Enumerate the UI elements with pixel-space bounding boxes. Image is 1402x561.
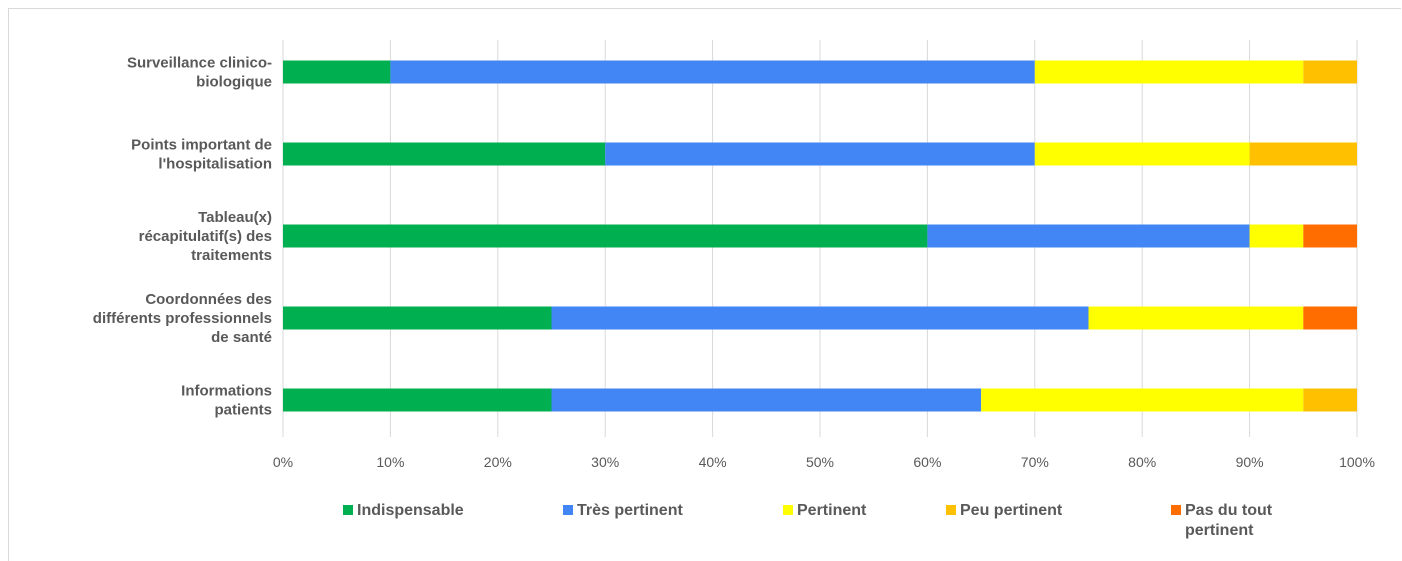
- legend: Indispensable Très pertinent Pertinent Peu …: [343, 502, 1273, 539]
- bar-segment: [1303, 224, 1357, 248]
- category-label: Coordonnées des différents professionnels…: [93, 291, 272, 346]
- bar-segment: [1034, 60, 1304, 84]
- x-tick-label: 40%: [699, 454, 727, 470]
- legend-label: Très pertinent: [577, 502, 683, 519]
- x-tick-label: 50%: [806, 454, 834, 470]
- category-label: Points important de l'hospitalisation: [131, 137, 272, 173]
- legend-label: Pas du tout pertinent: [1185, 502, 1273, 539]
- legend-swatch: [783, 505, 793, 515]
- bar-segment: [1249, 224, 1304, 248]
- bar-segment: [1303, 388, 1357, 412]
- x-tick-label: 0%: [273, 454, 293, 470]
- bar-segment: [1034, 142, 1250, 166]
- legend-swatch: [1171, 505, 1181, 515]
- bar-segment: [1249, 142, 1357, 166]
- legend-label: Peu pertinent: [960, 502, 1063, 519]
- legend-swatch: [343, 505, 353, 515]
- bar-segment: [1088, 306, 1304, 330]
- x-tick-label: 90%: [1236, 454, 1264, 470]
- category-label: Surveillance clinico-biologique: [127, 55, 272, 91]
- bar-segment: [283, 388, 552, 412]
- bar-segment: [551, 306, 1089, 330]
- chart-frame: [8, 8, 1401, 561]
- legend-label: Indispensable: [357, 502, 464, 519]
- legend-swatch: [946, 505, 956, 515]
- bar-segment: [283, 306, 552, 330]
- bar-segment: [605, 142, 1035, 166]
- x-tick-label: 10%: [376, 454, 404, 470]
- bar-segment: [1303, 306, 1357, 330]
- bar-segment: [981, 388, 1304, 412]
- bar-segment: [551, 388, 982, 412]
- bar-segment: [1303, 60, 1357, 84]
- x-tick-label: 20%: [484, 454, 512, 470]
- bar-segment: [283, 142, 606, 166]
- x-tick-label: 30%: [591, 454, 619, 470]
- bar-segment: [283, 224, 928, 248]
- legend-swatch: [563, 505, 573, 515]
- bar-segment: [927, 224, 1250, 248]
- x-tick-label: 70%: [1021, 454, 1049, 470]
- bar-segment: [283, 60, 391, 84]
- category-labels: Surveillance clinico-biologique Points im…: [93, 55, 272, 419]
- category-label: Informations patients: [181, 383, 272, 419]
- bar-layer: [283, 60, 1357, 412]
- x-tick-label: 100%: [1339, 454, 1375, 470]
- x-tick-label: 80%: [1128, 454, 1156, 470]
- legend-label: Pertinent: [797, 502, 867, 519]
- x-tick-label: 60%: [913, 454, 941, 470]
- x-tick-labels: 0% 10% 20% 30% 40% 50% 60% 70% 80% 90% 100%: [273, 454, 1375, 470]
- bar-segment: [390, 60, 1035, 84]
- category-label: Tableau(x) récapitulatif(s) des traitement…: [139, 209, 272, 264]
